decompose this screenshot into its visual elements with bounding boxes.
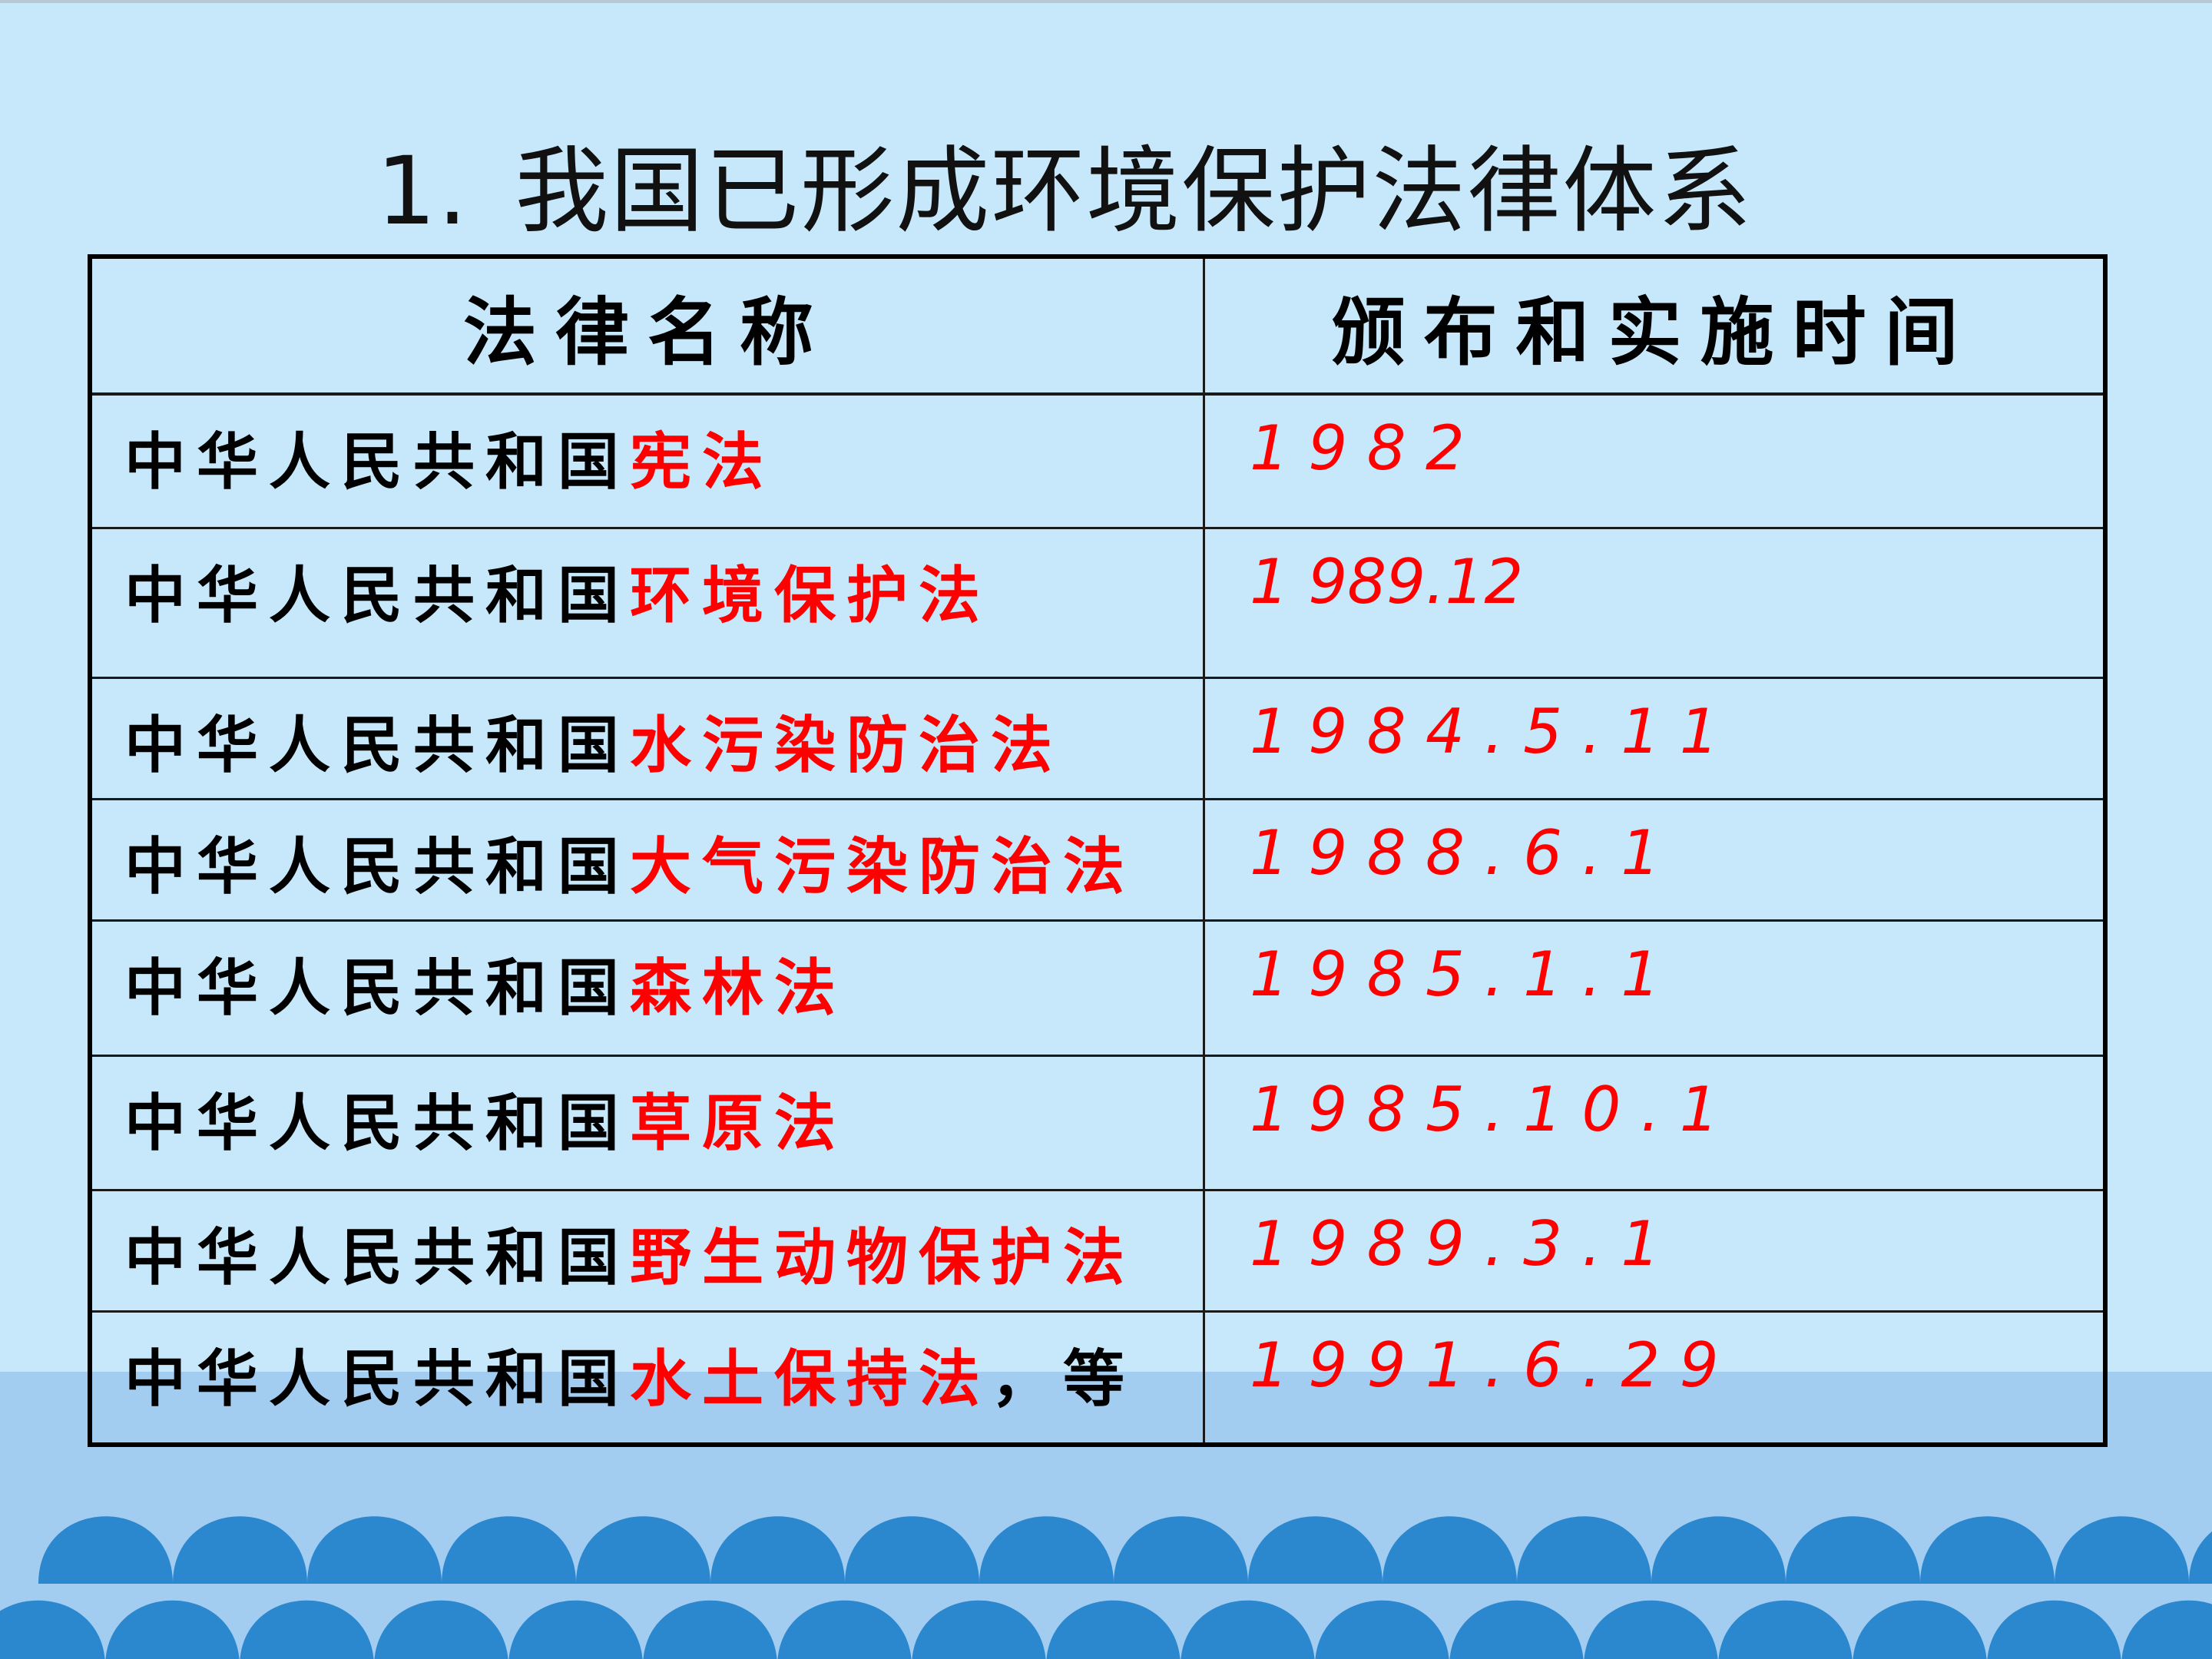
wave-arch	[173, 1516, 307, 1584]
wave-arch	[1114, 1516, 1248, 1584]
wave-arch	[979, 1516, 1114, 1584]
law-table: 法律名称 颁布和实施时间 中华人民共和国宪法 1 9 8 2 中华人民共和国环境保护…	[88, 254, 2108, 1447]
wave-arch	[1382, 1516, 1517, 1584]
table-row: 中华人民共和国水土保持法，等 1 9 9 1 . 6 . 2 9	[88, 1310, 2107, 1446]
wave-arch	[1786, 1516, 1920, 1584]
table-row: 中华人民共和国大气污染防治法 1 9 8 8 . 6 . 1	[88, 797, 2107, 922]
wave-arch	[1248, 1516, 1382, 1584]
law-date: 1 9 8 5 . 1 . 1	[1250, 938, 1661, 1010]
law-date: 1 9 9 1 . 6 . 2 9	[1250, 1329, 1719, 1401]
law-name-cell: 中华人民共和国森林法	[88, 919, 1205, 1057]
law-date: 1 9 8 5 . 1 0 . 1	[1250, 1073, 1719, 1145]
law-prefix: 中华人民共和国	[124, 1343, 630, 1415]
wave-arch	[576, 1516, 710, 1584]
wave-arch	[442, 1516, 576, 1584]
wave-arch	[240, 1600, 374, 1659]
wave-arch	[912, 1600, 1046, 1659]
title-text: 我国已形成环境保护法律体系	[515, 137, 1753, 246]
wave-arch	[2189, 1532, 2212, 1584]
wave-arch	[0, 1600, 105, 1659]
law-prefix: 中华人民共和国	[124, 426, 630, 498]
date-cell: 1 9 8 2	[1203, 392, 2107, 529]
header-date: 颁布和实施时间	[1203, 255, 2107, 396]
top-border	[0, 0, 2212, 3]
wave-arch	[710, 1516, 845, 1584]
wave-arch	[374, 1600, 508, 1659]
law-date: 1 9 8 4 . 5 . 1 1	[1250, 695, 1719, 767]
title-number: 1.	[376, 137, 469, 246]
table-row: 中华人民共和国草原法 1 9 8 5 . 1 0 . 1	[88, 1054, 2107, 1191]
wave-arch	[845, 1516, 979, 1584]
law-suffix: ，等	[991, 1343, 1135, 1415]
wave-arch	[777, 1600, 912, 1659]
header-law-name: 法律名称	[88, 255, 1205, 396]
wave-arch	[1181, 1600, 1315, 1659]
wave-arch	[1517, 1516, 1651, 1584]
law-name: 森林法	[630, 952, 846, 1024]
law-name-cell: 中华人民共和国环境保护法	[88, 526, 1205, 679]
date-cell: 1 9 8 5 . 1 . 1	[1203, 919, 2107, 1057]
law-prefix: 中华人民共和国	[124, 559, 630, 631]
wave-arch	[508, 1600, 643, 1659]
law-name: 大气污染防治法	[630, 830, 1135, 902]
wave-arch	[2055, 1516, 2189, 1584]
date-cell: 1 9 8 8 . 6 . 1	[1203, 797, 2107, 922]
law-name: 宪法	[630, 426, 774, 498]
law-name-cell: 中华人民共和国水土保持法，等	[88, 1310, 1205, 1446]
date-cell: 1 989.12	[1203, 526, 2107, 679]
law-name: 水土保持法	[630, 1343, 991, 1415]
wave-arch	[1449, 1600, 1584, 1659]
law-prefix: 中华人民共和国	[124, 1221, 630, 1293]
date-cell: 1 9 8 5 . 1 0 . 1	[1203, 1054, 2107, 1191]
table-row: 中华人民共和国野生动物保护法 1 9 8 9 . 3 . 1	[88, 1188, 2107, 1313]
law-prefix: 中华人民共和国	[124, 830, 630, 902]
law-name-cell: 中华人民共和国草原法	[88, 1054, 1205, 1191]
wave-arch	[38, 1516, 173, 1584]
table-row: 中华人民共和国宪法 1 9 8 2	[88, 392, 2107, 529]
table-row: 中华人民共和国环境保护法 1 989.12	[88, 526, 2107, 679]
date-cell: 1 9 9 1 . 6 . 2 9	[1203, 1310, 2107, 1446]
law-name: 草原法	[630, 1087, 846, 1159]
law-prefix: 中华人民共和国	[124, 952, 630, 1024]
law-prefix: 中华人民共和国	[124, 1087, 630, 1159]
table-row: 中华人民共和国水污染防治法 1 9 8 4 . 5 . 1 1	[88, 676, 2107, 800]
law-name: 野生动物保护法	[630, 1221, 1135, 1293]
law-date: 1 9 8 9 . 3 . 1	[1250, 1207, 1661, 1280]
wave-arch	[307, 1516, 442, 1584]
law-name-cell: 中华人民共和国野生动物保护法	[88, 1188, 1205, 1313]
law-name: 环境保护法	[630, 559, 991, 631]
wave-arch	[1853, 1600, 1987, 1659]
law-prefix: 中华人民共和国	[124, 709, 630, 781]
law-name-cell: 中华人民共和国水污染防治法	[88, 676, 1205, 800]
law-date: 1 9 8 8 . 6 . 1	[1250, 816, 1661, 889]
wave-arch	[2121, 1600, 2212, 1659]
table-row: 中华人民共和国森林法 1 9 8 5 . 1 . 1	[88, 919, 2107, 1057]
slide-title: 1. 我国已形成环境保护法律体系	[376, 115, 1753, 251]
wave-arch	[1315, 1600, 1449, 1659]
law-name: 水污染防治法	[630, 709, 1063, 781]
wave-arch	[1046, 1600, 1181, 1659]
table-header-row: 法律名称 颁布和实施时间	[88, 255, 2107, 396]
law-date: 1 989.12	[1250, 545, 1524, 618]
wave-decoration	[0, 1516, 2212, 1659]
wave-arch	[1987, 1600, 2121, 1659]
wave-arch	[643, 1600, 777, 1659]
law-name-cell: 中华人民共和国大气污染防治法	[88, 797, 1205, 922]
law-name-cell: 中华人民共和国宪法	[88, 392, 1205, 529]
date-cell: 1 9 8 4 . 5 . 1 1	[1203, 676, 2107, 800]
law-date: 1 9 8 2	[1250, 412, 1465, 484]
wave-arch	[1920, 1516, 2055, 1584]
wave-arch	[1584, 1600, 1718, 1659]
wave-arch	[1651, 1516, 1786, 1584]
wave-arch	[105, 1600, 240, 1659]
date-cell: 1 9 8 9 . 3 . 1	[1203, 1188, 2107, 1313]
wave-arch	[1718, 1600, 1853, 1659]
